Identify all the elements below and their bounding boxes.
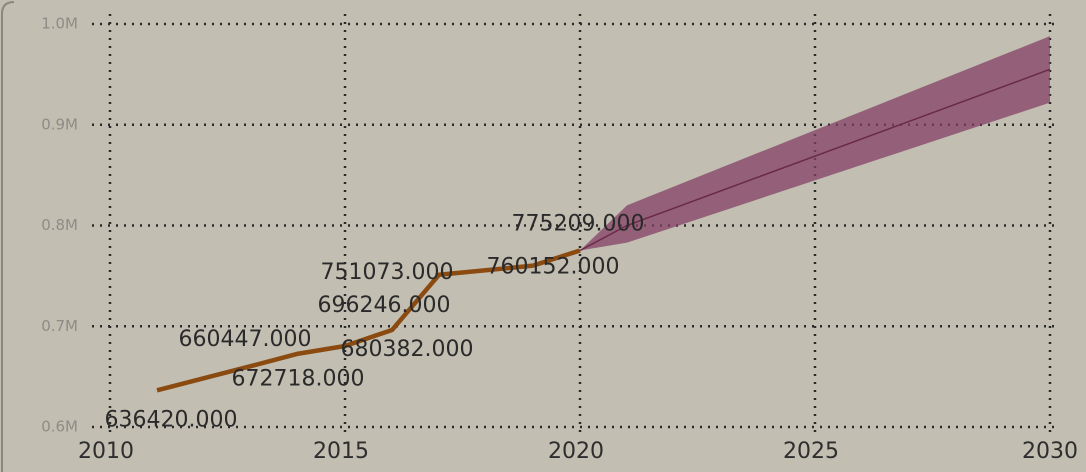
x-tick-label: 2025 [783, 439, 839, 464]
forecast-band [580, 36, 1050, 251]
frame [1, 1, 15, 472]
y-tick-label: 0.9M [41, 115, 78, 133]
x-tick-label: 2010 [78, 439, 134, 464]
y-tick-label: 1.0M [41, 15, 78, 33]
y-tick-label: 0.7M [41, 317, 78, 335]
data-label: 672718.000 [232, 367, 365, 392]
data-label: 760152.000 [487, 255, 620, 280]
data-label: 696246.000 [318, 293, 451, 318]
forecast-line [579, 68, 1051, 252]
x-tick-label: 2015 [313, 439, 369, 464]
data-label: 660447.000 [179, 327, 312, 352]
y-tick-label: 0.8M [41, 216, 78, 234]
x-tick-label: 2030 [1022, 439, 1078, 464]
y-tick-label: 0.6M [41, 418, 78, 436]
data-label: 680382.000 [341, 337, 474, 362]
x-tick-label: 2020 [548, 439, 604, 464]
data-label: 751073.000 [321, 260, 454, 285]
data-label: 775209.000 [512, 211, 645, 236]
data-label: 636420.000 [105, 407, 238, 432]
line [156, 248, 581, 393]
